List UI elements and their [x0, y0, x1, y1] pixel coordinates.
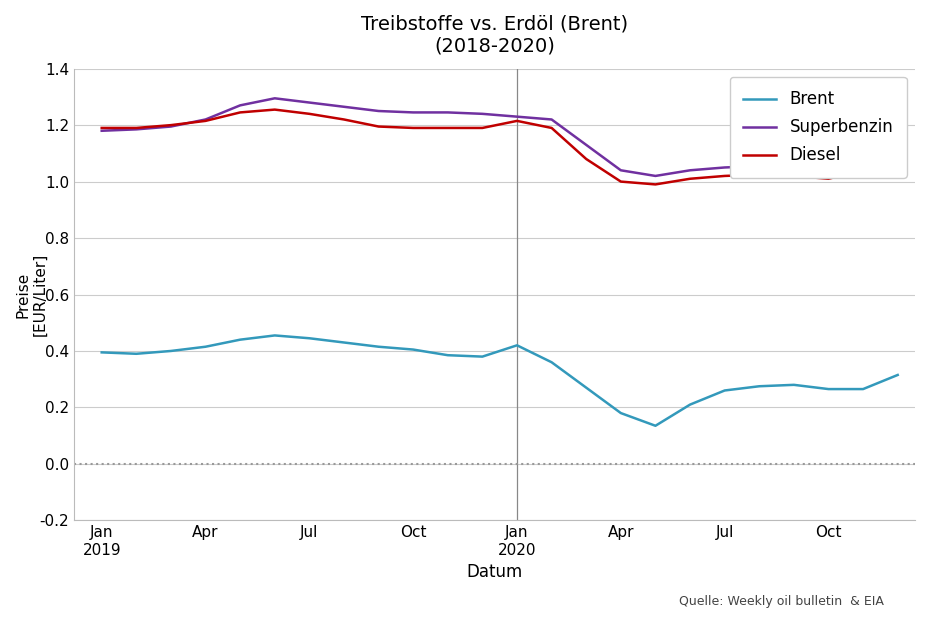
Brent [477, 353, 488, 360]
Diesel [684, 175, 696, 183]
Superbenzin [684, 166, 696, 174]
Brent [373, 343, 384, 350]
Superbenzin [234, 102, 246, 109]
Superbenzin [857, 158, 869, 166]
Diesel [857, 166, 869, 174]
Diesel [339, 116, 350, 123]
Superbenzin [616, 166, 627, 174]
Diesel [753, 171, 764, 178]
Diesel [96, 124, 107, 132]
Diesel [200, 117, 211, 125]
Superbenzin [719, 164, 730, 171]
Diesel [131, 124, 142, 132]
Brent [650, 422, 661, 430]
Diesel [407, 124, 418, 132]
Superbenzin [753, 162, 764, 170]
Superbenzin [304, 99, 315, 106]
Brent [442, 351, 453, 359]
Brent [789, 381, 800, 389]
Diesel [823, 175, 834, 183]
Superbenzin [96, 127, 107, 135]
Superbenzin [823, 162, 834, 170]
Superbenzin [580, 141, 591, 148]
Superbenzin [339, 103, 350, 111]
Superbenzin [650, 172, 661, 179]
Brent [823, 386, 834, 393]
Superbenzin [892, 156, 903, 164]
Superbenzin [546, 116, 557, 123]
Title: Treibstoffe vs. Erdöl (Brent)
(2018-2020): Treibstoffe vs. Erdöl (Brent) (2018-2020… [361, 15, 628, 56]
Brent [684, 401, 696, 409]
Diesel [616, 178, 627, 185]
Superbenzin [200, 116, 211, 123]
Brent [304, 335, 315, 342]
Brent [96, 348, 107, 356]
X-axis label: Datum: Datum [466, 563, 523, 581]
Brent [719, 387, 730, 394]
Diesel [546, 124, 557, 132]
Brent [512, 342, 523, 349]
Diesel [477, 124, 488, 132]
Brent [339, 339, 350, 347]
Diesel [166, 121, 177, 129]
Brent [892, 371, 903, 379]
Diesel [269, 106, 280, 113]
Superbenzin [512, 113, 523, 120]
Text: Quelle: Weekly oil bulletin  & EIA: Quelle: Weekly oil bulletin & EIA [679, 596, 884, 609]
Superbenzin [407, 109, 418, 116]
Diesel [789, 172, 800, 179]
Superbenzin [477, 110, 488, 117]
Diesel [304, 110, 315, 117]
Brent [753, 383, 764, 390]
Diesel [892, 165, 903, 173]
Superbenzin [269, 94, 280, 102]
Y-axis label: Preise
[EUR/Liter]: Preise [EUR/Liter] [15, 253, 47, 336]
Diesel [512, 117, 523, 125]
Brent [234, 336, 246, 343]
Brent [616, 409, 627, 417]
Diesel [650, 181, 661, 188]
Superbenzin [166, 123, 177, 130]
Brent [580, 384, 591, 391]
Diesel [580, 155, 591, 163]
Legend: Brent, Superbenzin, Diesel: Brent, Superbenzin, Diesel [729, 77, 907, 178]
Brent [131, 350, 142, 358]
Brent [546, 358, 557, 366]
Superbenzin [131, 125, 142, 133]
Diesel [373, 123, 384, 130]
Line: Superbenzin: Superbenzin [101, 98, 897, 176]
Brent [200, 343, 211, 350]
Brent [857, 386, 869, 393]
Brent [166, 347, 177, 355]
Line: Brent: Brent [101, 335, 897, 426]
Superbenzin [442, 109, 453, 116]
Line: Diesel: Diesel [101, 109, 897, 184]
Brent [269, 332, 280, 339]
Diesel [234, 109, 246, 116]
Diesel [719, 172, 730, 179]
Superbenzin [373, 107, 384, 115]
Diesel [442, 124, 453, 132]
Brent [407, 346, 418, 353]
Superbenzin [789, 161, 800, 168]
